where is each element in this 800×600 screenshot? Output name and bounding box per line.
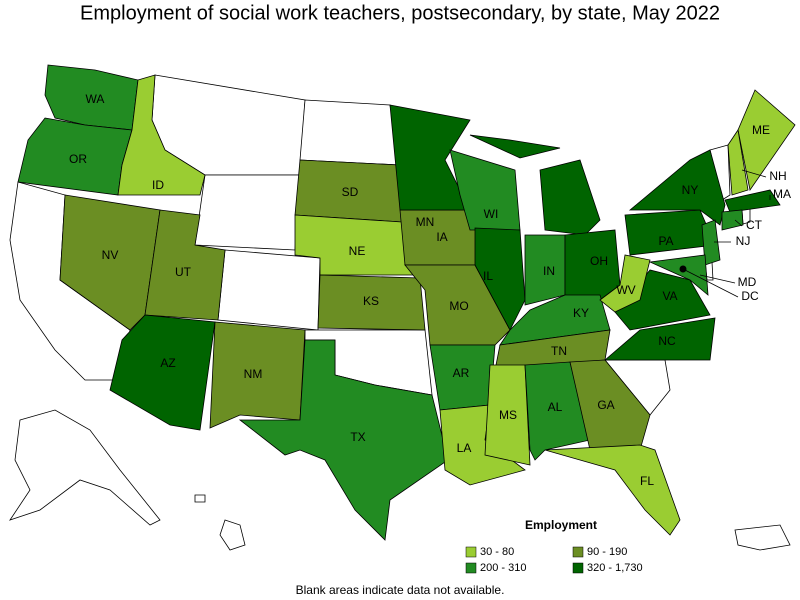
state-shape: [238, 339, 449, 541]
state-label: VA: [662, 289, 677, 303]
map-title: Employment of social work teachers, post…: [80, 2, 720, 24]
blank-state: [194, 174, 301, 251]
state-shape: [474, 227, 526, 331]
state-shape: [599, 254, 651, 313]
state-shape: [469, 134, 601, 236]
state-label: SD: [342, 185, 359, 199]
state-shape: [648, 254, 709, 296]
state-shape: [721, 209, 744, 231]
state-label: IL: [483, 269, 493, 283]
state-label: NY: [682, 183, 699, 197]
blank-state: [734, 524, 791, 551]
legend-title: Employment: [525, 518, 597, 532]
legend-label: 200 - 310: [480, 562, 526, 574]
state-shape: [484, 364, 531, 466]
legend: 30 - 80 90 - 190 200 - 310 320 - 1,730: [465, 546, 643, 574]
state-label: IA: [436, 230, 447, 244]
state-label: GA: [597, 398, 614, 412]
state-shape: [737, 89, 796, 192]
state-label: NM: [244, 367, 263, 381]
blank-state: [194, 494, 206, 503]
state-label: FL: [640, 474, 654, 488]
state-label: MN: [416, 215, 435, 229]
state-label: MA: [773, 187, 791, 201]
state-label: OR: [69, 152, 87, 166]
legend-swatch: [465, 546, 477, 558]
state-label: AR: [453, 366, 470, 380]
state-shape: [724, 189, 781, 213]
state-shape: [624, 209, 716, 256]
state-shape: [117, 74, 206, 196]
leader-line: [734, 219, 743, 227]
state-label: KY: [573, 306, 589, 320]
leader-line: [741, 169, 767, 178]
state-label: WI: [484, 207, 499, 221]
state-label: TN: [551, 344, 567, 358]
state-shape: [569, 359, 651, 451]
leader-line: [682, 268, 739, 298]
state-label: NC: [658, 334, 676, 348]
state-shape: [544, 444, 681, 536]
state-label: CT: [746, 218, 763, 232]
state-label: DC: [741, 289, 759, 303]
state-shape: [317, 274, 426, 331]
state-shape: [209, 321, 306, 429]
legend-label: 30 - 80: [480, 546, 514, 558]
blank-state: [219, 519, 246, 551]
blank-states: [9, 74, 791, 551]
state-label: WV: [616, 283, 635, 297]
state-label: OH: [590, 254, 608, 268]
blank-state: [9, 409, 161, 526]
legend-swatch: [572, 546, 584, 558]
state-label: NE: [349, 244, 366, 258]
blank-state: [217, 249, 321, 331]
state-label: UT: [175, 265, 192, 279]
state-label: ID: [152, 178, 164, 192]
state-shape: [628, 149, 726, 226]
state-label: NH: [769, 169, 786, 183]
footnote: Blank areas indicate data not available.: [296, 583, 505, 597]
legend-swatch: [572, 562, 584, 574]
state-label: NV: [102, 248, 119, 262]
legend-label: 320 - 1,730: [587, 562, 643, 574]
state-label: NJ: [736, 234, 751, 248]
state-shape: [59, 194, 161, 331]
state-shape: [727, 128, 749, 196]
state-label: ME: [752, 123, 770, 137]
state-shape: [603, 317, 716, 361]
state-label: LA: [457, 441, 472, 455]
state-label: MS: [499, 408, 517, 422]
legend-label: 90 - 190: [587, 546, 627, 558]
state-label: MO: [449, 299, 468, 313]
blank-state: [299, 99, 401, 166]
state-label: TX: [350, 430, 365, 444]
state-label: KS: [363, 294, 379, 308]
state-label: AZ: [160, 356, 175, 370]
state-label: WA: [86, 92, 105, 106]
legend-swatch: [465, 562, 477, 574]
state-shape: [701, 219, 721, 266]
states: WAORIDNVUTAZNMTXSDNEKSIAMOMNWIILMIINOHKY…: [17, 64, 796, 541]
state-label: IN: [543, 264, 555, 278]
state-label: MD: [738, 275, 757, 289]
state-label: AL: [548, 400, 563, 414]
leader-line: [699, 274, 736, 284]
state-label: PA: [658, 234, 673, 248]
